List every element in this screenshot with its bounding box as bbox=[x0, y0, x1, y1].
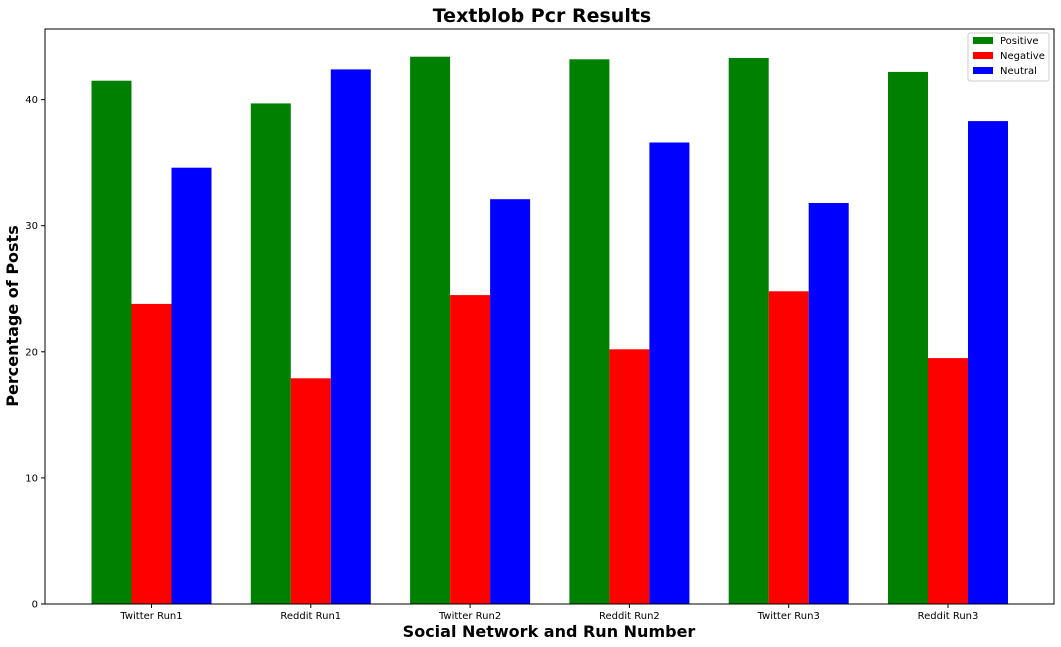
bar-positive-5 bbox=[888, 71, 928, 604]
bar-negative-2 bbox=[450, 295, 491, 604]
x-tick-label: Reddit Run2 bbox=[599, 611, 660, 622]
bar-negative-0 bbox=[131, 303, 172, 604]
legend-swatch-negative bbox=[973, 52, 993, 59]
bars-layer bbox=[91, 56, 1008, 605]
x-tick-label: Reddit Run1 bbox=[280, 611, 341, 622]
bar-positive-3 bbox=[569, 59, 610, 605]
legend-swatch-positive bbox=[973, 37, 993, 44]
bar-positive-1 bbox=[250, 103, 291, 605]
x-tick-label: Reddit Run3 bbox=[918, 611, 979, 622]
bar-neutral-4 bbox=[808, 203, 849, 604]
y-tick-label: 20 bbox=[25, 347, 38, 358]
legend-label-neutral: Neutral bbox=[1000, 66, 1037, 77]
x-axis-title: Social Network and Run Number bbox=[403, 622, 696, 641]
bar-neutral-1 bbox=[330, 69, 371, 604]
bar-negative-5 bbox=[928, 358, 968, 604]
x-tick-label: Twitter Run2 bbox=[438, 611, 501, 622]
bar-negative-3 bbox=[609, 349, 650, 604]
y-tick-label: 0 bbox=[32, 600, 38, 611]
bar-neutral-3 bbox=[649, 142, 690, 604]
legend-label-positive: Positive bbox=[1000, 36, 1039, 47]
bar-negative-4 bbox=[768, 291, 809, 604]
bar-negative-1 bbox=[290, 378, 331, 604]
legend-swatch-neutral bbox=[973, 67, 993, 74]
bar-positive-2 bbox=[410, 56, 451, 604]
bar-neutral-2 bbox=[490, 199, 531, 604]
y-tick-label: 30 bbox=[25, 221, 38, 232]
legend-label-negative: Negative bbox=[1000, 51, 1045, 62]
legend: Positive Negative Neutral bbox=[967, 32, 1050, 82]
bar-neutral-5 bbox=[968, 121, 1008, 604]
x-tick-label: Twitter Run3 bbox=[757, 611, 820, 622]
y-tick-label: 40 bbox=[25, 95, 38, 106]
y-tick-label: 10 bbox=[25, 473, 38, 484]
axis-layer: 0 10 20 30 40 Twitter Run1 Reddit Run1 Twitter … bbox=[25, 95, 978, 622]
x-tick-label: Twitter Run1 bbox=[119, 611, 182, 622]
chart-title: Textblob Pcr Results bbox=[433, 5, 651, 27]
bar-positive-0 bbox=[91, 80, 132, 604]
bar-neutral-0 bbox=[171, 167, 212, 604]
plot-frame bbox=[44, 28, 1055, 605]
y-axis-title: Percentage of Posts bbox=[3, 225, 22, 406]
bar-positive-4 bbox=[728, 58, 769, 604]
